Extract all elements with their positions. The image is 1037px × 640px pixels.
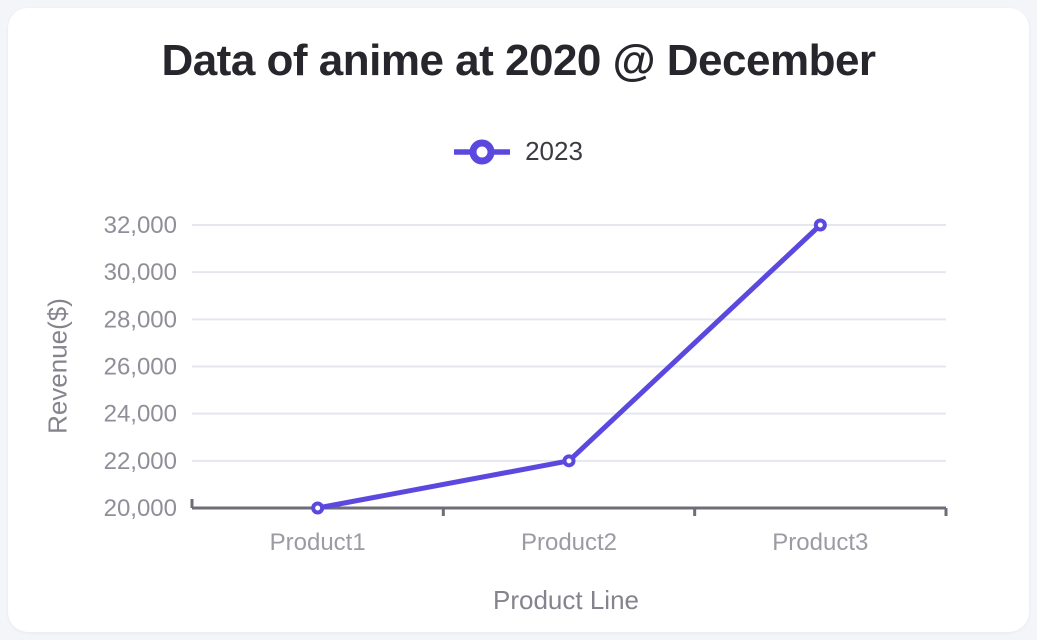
legend: 2023 [0, 136, 1037, 167]
x-tick-label: Product2 [521, 529, 617, 556]
data-point[interactable] [562, 454, 576, 468]
x-axis-title: Product Line [493, 585, 639, 615]
y-axis-title: Revenue($) [42, 298, 73, 434]
legend-line-marker-icon [454, 139, 511, 164]
y-tick-label: 20,000 [104, 495, 177, 522]
x-tick-label: Product3 [772, 529, 868, 556]
y-tick-label: 22,000 [104, 448, 177, 475]
legend-label: 2023 [525, 136, 583, 166]
y-tick-label: 28,000 [104, 306, 177, 333]
y-tick-label: 24,000 [104, 401, 177, 428]
chart-title: Data of anime at 2020 @ December [161, 36, 876, 85]
x-tick-label: Product1 [270, 529, 366, 556]
legend-item-2023[interactable]: 2023 [454, 136, 583, 167]
data-point[interactable] [311, 501, 325, 515]
y-tick-label: 26,000 [104, 354, 177, 381]
y-tick-label: 32,000 [104, 212, 177, 239]
y-tick-label: 30,000 [104, 259, 177, 286]
data-point[interactable] [813, 218, 827, 232]
